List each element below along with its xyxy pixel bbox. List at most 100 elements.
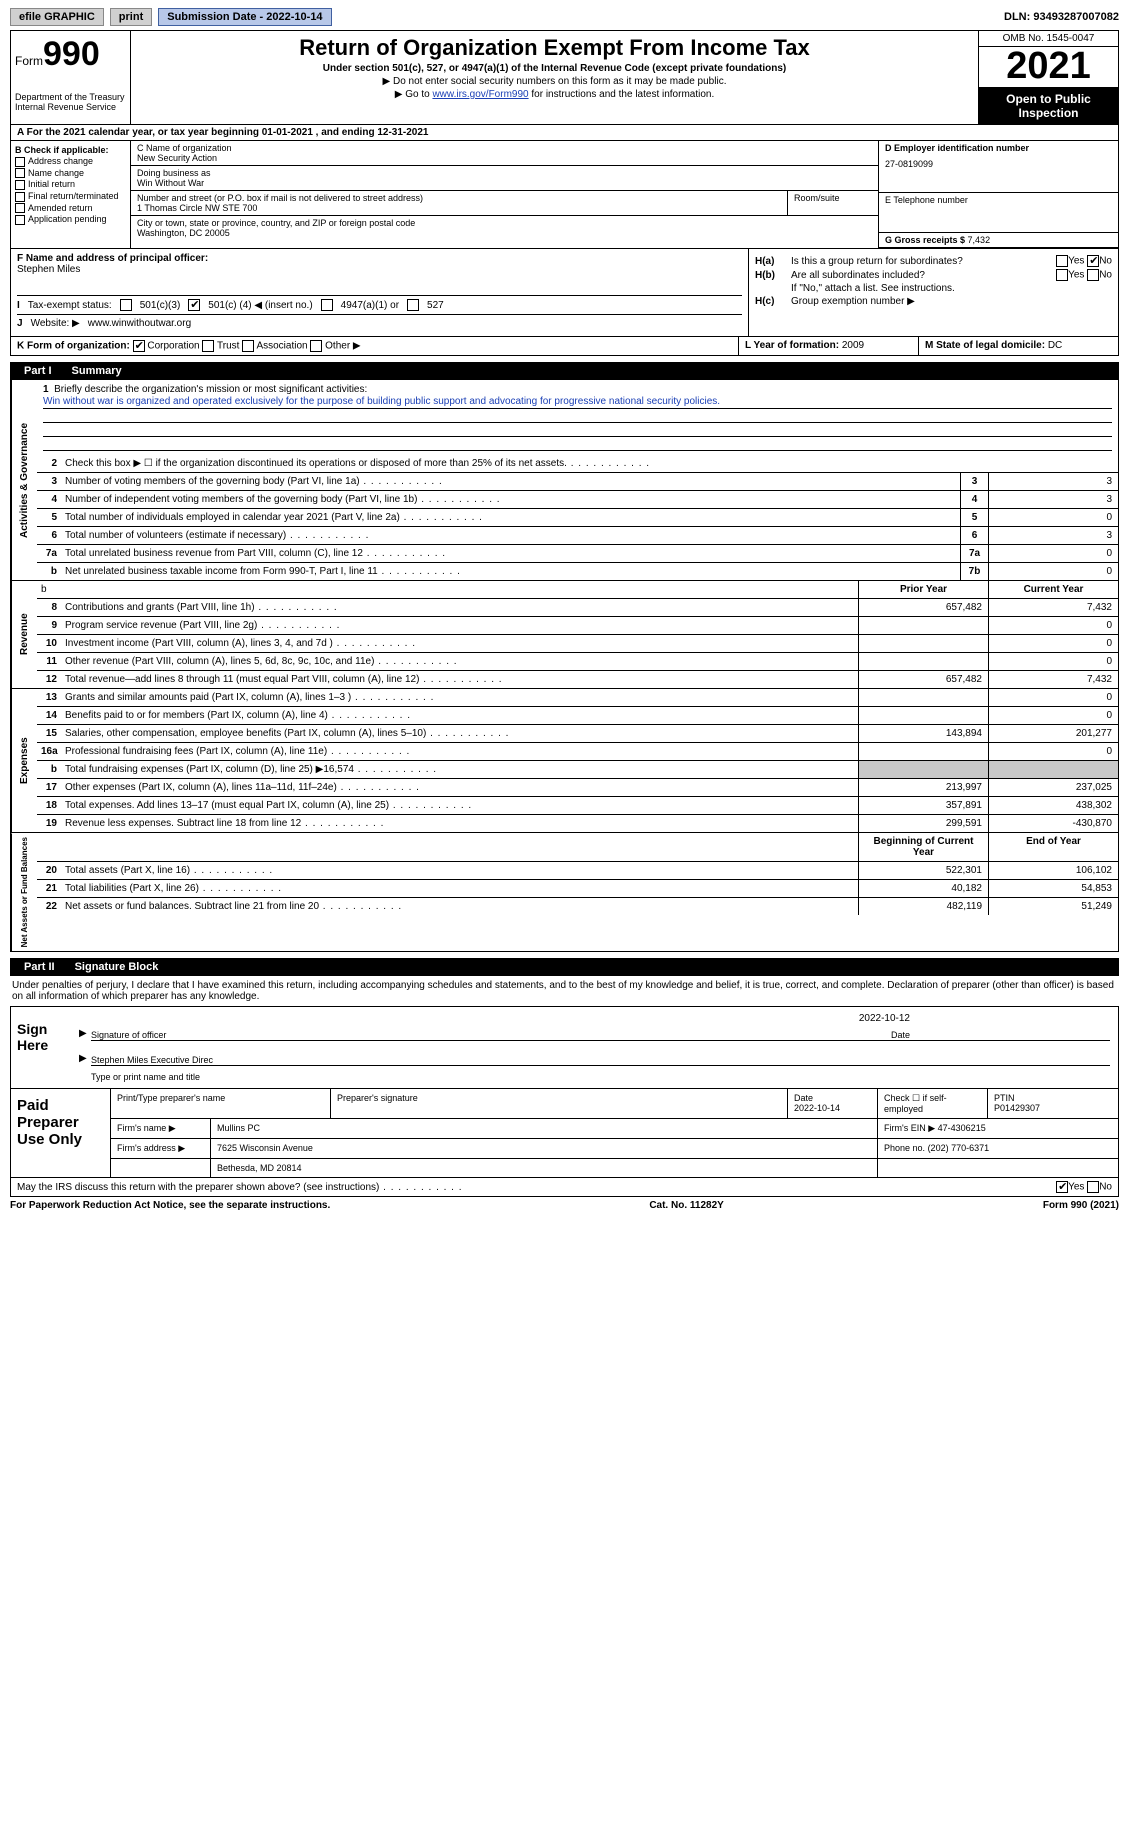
part2-header: Part II Signature Block — [10, 958, 1119, 976]
sig-date-label: Date — [891, 1030, 910, 1040]
table-row: 3Number of voting members of the governi… — [37, 473, 1118, 491]
table-row: 15Salaries, other compensation, employee… — [37, 725, 1118, 743]
table-row: 11Other revenue (Part VIII, column (A), … — [37, 653, 1118, 671]
paid-preparer-block: Paid Preparer Use Only Print/Type prepar… — [10, 1089, 1119, 1178]
website-label: Website: ▶ — [31, 318, 80, 329]
tax-year: 2021 — [979, 47, 1118, 88]
sig-officer-label: Signature of officer — [91, 1030, 166, 1040]
ha-text: Is this a group return for subordinates? — [791, 256, 963, 267]
ha-yes-checkbox[interactable] — [1056, 255, 1068, 267]
discuss-no-checkbox[interactable] — [1087, 1181, 1099, 1193]
discuss-row: May the IRS discuss this return with the… — [10, 1178, 1119, 1197]
firm-city: Bethesda, MD 20814 — [211, 1159, 878, 1177]
checkbox-501c[interactable] — [188, 299, 200, 311]
table-row: 14Benefits paid to or for members (Part … — [37, 707, 1118, 725]
hb-label: H(b) — [755, 270, 791, 281]
print-button[interactable]: print — [110, 8, 152, 26]
prep-name-label: Print/Type preparer's name — [111, 1089, 331, 1118]
form-label: Form — [15, 54, 43, 68]
table-row: bNet unrelated business taxable income f… — [37, 563, 1118, 580]
checkbox-other[interactable] — [310, 340, 322, 352]
table-row: 20Total assets (Part X, line 16)522,3011… — [37, 862, 1118, 880]
open-inspection-badge: Open to Public Inspection — [979, 88, 1118, 124]
officer-label: F Name and address of principal officer: — [17, 253, 742, 264]
ha-no-checkbox[interactable] — [1087, 255, 1099, 267]
table-row: 7aTotal unrelated business revenue from … — [37, 545, 1118, 563]
phone-label: E Telephone number — [885, 195, 1112, 205]
gross-value: 7,432 — [968, 235, 991, 245]
org-name-label: C Name of organization — [137, 143, 872, 153]
discuss-yes-checkbox[interactable] — [1056, 1181, 1068, 1193]
formation-year: L Year of formation: 2009 — [738, 337, 918, 355]
table-row: 6Total number of volunteers (estimate if… — [37, 527, 1118, 545]
signature-intro: Under penalties of perjury, I declare th… — [10, 976, 1119, 1006]
legal-domicile: M State of legal domicile: DC — [918, 337, 1118, 355]
checkbox-4947[interactable] — [321, 299, 333, 311]
row-i-label: I — [17, 300, 20, 311]
firm-ein: 47-4306215 — [938, 1123, 986, 1133]
dba-value: Win Without War — [137, 178, 872, 188]
efile-label: efile GRAPHIC — [10, 8, 104, 26]
sign-date: 2022-10-12 — [79, 1013, 1110, 1024]
org-name: New Security Action — [137, 153, 872, 163]
ptin: P01429307 — [994, 1103, 1040, 1113]
table-row: 19Revenue less expenses. Subtract line 1… — [37, 815, 1118, 832]
table-row: bTotal fundraising expenses (Part IX, co… — [37, 761, 1118, 779]
checkbox-association[interactable] — [242, 340, 254, 352]
table-row: 2Check this box ▶ ☐ if the organization … — [37, 455, 1118, 473]
subtitle: Under section 501(c), 527, or 4947(a)(1)… — [137, 63, 972, 74]
table-row: 9Program service revenue (Part VIII, lin… — [37, 617, 1118, 635]
checkbox-initial-return[interactable] — [15, 180, 25, 190]
table-row: 5Total number of individuals employed in… — [37, 509, 1118, 527]
table-row: 17Other expenses (Part IX, column (A), l… — [37, 779, 1118, 797]
website-value: www.winwithoutwar.org — [88, 318, 191, 329]
checkbox-trust[interactable] — [202, 340, 214, 352]
checkbox-501c3[interactable] — [120, 299, 132, 311]
netassets-header: Beginning of Current Year End of Year — [37, 833, 1118, 862]
signer-name: Stephen Miles Executive Direc — [91, 1055, 1110, 1065]
hb-no-checkbox[interactable] — [1087, 269, 1099, 281]
col-b-checkboxes: B Check if applicable: Address change Na… — [11, 141, 131, 248]
checkbox-address-change[interactable] — [15, 157, 25, 167]
table-row: 8Contributions and grants (Part VIII, li… — [37, 599, 1118, 617]
row-j-label: J — [17, 318, 23, 329]
checkbox-final-return[interactable] — [15, 192, 25, 202]
row-k: K Form of organization: Corporation Trus… — [11, 337, 738, 355]
ein-value: 27-0819099 — [885, 159, 1112, 169]
irs-link[interactable]: www.irs.gov/Form990 — [432, 89, 528, 100]
mission-text: Win without war is organized and operate… — [43, 395, 1112, 409]
top-toolbar: efile GRAPHIC print Submission Date - 20… — [10, 8, 1119, 26]
checkbox-corporation[interactable] — [133, 340, 145, 352]
ein-label: D Employer identification number — [885, 143, 1112, 153]
page-footer: For Paperwork Reduction Act Notice, see … — [10, 1197, 1119, 1214]
note-ssn: ▶ Do not enter social security numbers o… — [137, 76, 972, 87]
city-value: Washington, DC 20005 — [137, 228, 872, 238]
street-value: 1 Thomas Circle NW STE 700 — [137, 203, 781, 213]
side-tab-netassets: Net Assets or Fund Balances — [11, 833, 37, 951]
hc-text: Group exemption number ▶ — [791, 296, 915, 307]
prep-sig-label: Preparer's signature — [331, 1089, 788, 1118]
room-label: Room/suite — [794, 193, 872, 203]
officer-name: Stephen Miles — [17, 264, 742, 275]
firm-address: 7625 Wisconsin Avenue — [211, 1139, 878, 1158]
table-row: 16aProfessional fundraising fees (Part I… — [37, 743, 1118, 761]
hb-yes-checkbox[interactable] — [1056, 269, 1068, 281]
checkbox-name-change[interactable] — [15, 168, 25, 178]
table-row: 22Net assets or fund balances. Subtract … — [37, 898, 1118, 915]
checkbox-527[interactable] — [407, 299, 419, 311]
row-a-period: A For the 2021 calendar year, or tax yea… — [10, 125, 1119, 141]
prep-self-emp: Check ☐ if self-employed — [878, 1089, 988, 1118]
dept-label: Department of the Treasury Internal Reve… — [15, 92, 126, 112]
checkbox-amended[interactable] — [15, 203, 25, 213]
table-row: 21Total liabilities (Part X, line 26)40,… — [37, 880, 1118, 898]
note-link: ▶ Go to www.irs.gov/Form990 for instruct… — [137, 89, 972, 100]
table-row: 13Grants and similar amounts paid (Part … — [37, 689, 1118, 707]
part1-header: Part I Summary — [10, 362, 1119, 380]
tax-status-label: Tax-exempt status: — [28, 300, 112, 311]
sign-here-block: Sign Here 2022-10-12 Signature of office… — [10, 1006, 1119, 1089]
form-number: 990 — [43, 35, 100, 73]
mission-block: 1 Briefly describe the organization's mi… — [37, 380, 1118, 455]
checkbox-app-pending[interactable] — [15, 215, 25, 225]
street-label: Number and street (or P.O. box if mail i… — [137, 193, 781, 203]
table-row: 12Total revenue—add lines 8 through 11 (… — [37, 671, 1118, 688]
